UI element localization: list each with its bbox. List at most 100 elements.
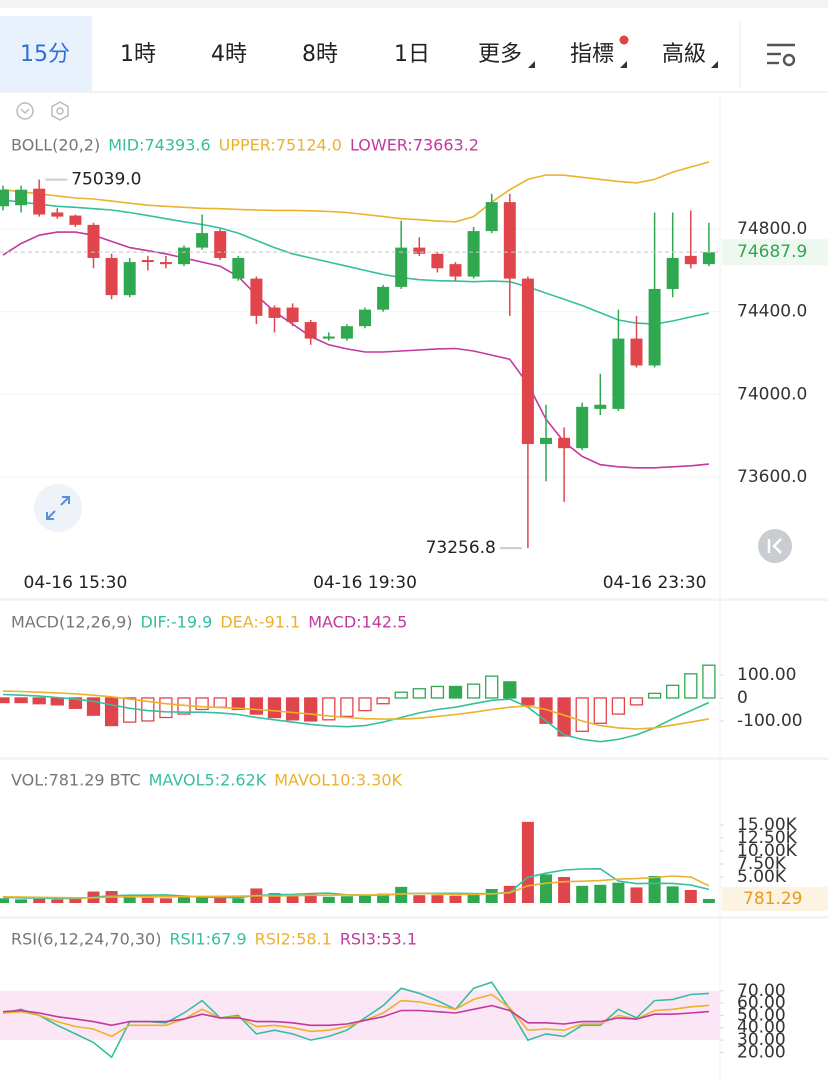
- volume-bar: [15, 899, 28, 903]
- candle-body: [395, 247, 408, 287]
- macd-bar: [448, 685, 463, 699]
- candle-body: [250, 278, 263, 316]
- legend-item: MAVOL10:3.30K: [274, 771, 402, 790]
- candle-body: [0, 189, 9, 207]
- tab[interactable]: 更多: [478, 42, 522, 67]
- candle-body: [196, 233, 209, 248]
- settings-hex-icon[interactable]: [51, 101, 69, 121]
- volume-bar: [51, 899, 64, 903]
- volume-bar: [377, 893, 390, 903]
- candle-body: [340, 326, 353, 339]
- last-volume-label: 781.29: [743, 889, 802, 909]
- volume-bar: [702, 898, 715, 903]
- expand-button[interactable]: [34, 484, 82, 532]
- macd-bar: [159, 697, 173, 719]
- volume-bar: [141, 897, 154, 903]
- volume-bar: [630, 887, 643, 903]
- toolbar: [0, 8, 828, 92]
- candle-body: [178, 247, 190, 265]
- macd-bar: [503, 681, 517, 699]
- macd-bar: [466, 683, 481, 699]
- legend-item: LOWER:73663.2: [350, 136, 479, 155]
- indicator-line: [2, 875, 710, 899]
- volume-bar: [322, 896, 335, 903]
- candle-body: [322, 336, 335, 339]
- candle-body: [413, 247, 426, 254]
- volume-bar: [69, 897, 82, 903]
- candle-body: [702, 252, 715, 265]
- macd-bar: [430, 685, 445, 699]
- legend-item: BOLL(20,2): [11, 136, 100, 155]
- candle-body: [630, 338, 643, 366]
- legend-item: DIF:-19.9: [141, 613, 213, 632]
- candle-body: [33, 188, 46, 215]
- volume-bar: [485, 888, 498, 903]
- panel-separator: [0, 598, 828, 601]
- settings-icon[interactable]: [767, 43, 796, 67]
- candle-body: [214, 231, 227, 258]
- tab[interactable]: 15分: [20, 42, 70, 67]
- tab[interactable]: 4時: [211, 42, 247, 67]
- tab[interactable]: 指標: [570, 42, 614, 67]
- macd-bar: [593, 697, 607, 724]
- candle-body: [359, 309, 371, 327]
- dropdown-caret: [620, 61, 627, 68]
- tab[interactable]: 高級: [662, 42, 706, 67]
- active-tab-bg: [0, 16, 92, 92]
- macd-bar: [231, 697, 245, 711]
- candle-body: [141, 260, 154, 263]
- volume-bar: [286, 894, 299, 903]
- macd-bar: [304, 697, 318, 722]
- tab[interactable]: 1時: [120, 42, 156, 67]
- indicator-line: [2, 690, 710, 730]
- macd-bar: [647, 692, 662, 699]
- scroll-latest-button[interactable]: [758, 529, 792, 563]
- legend-item: RSI2:58.1: [255, 930, 332, 949]
- volume-bar: [123, 895, 136, 903]
- macd-bar: [123, 697, 137, 723]
- candle-body: [576, 406, 589, 449]
- volume-bar: [431, 895, 444, 903]
- indicator-line: [2, 161, 710, 223]
- y-tick-label: 12.50K: [737, 828, 798, 848]
- macd-bar: [267, 697, 282, 719]
- y-tick-label: 73600.0: [737, 467, 807, 487]
- macd-bar: [249, 697, 264, 715]
- last-price-bg: [722, 239, 828, 266]
- panel-separator: [0, 757, 828, 760]
- candle-body: [540, 437, 552, 445]
- macd-bar: [611, 697, 626, 715]
- volume-bar: [449, 895, 462, 903]
- volume-bar: [196, 896, 209, 903]
- y-tick-label: 30.00: [737, 1030, 786, 1050]
- volume-bar: [268, 893, 281, 903]
- macd-bar: [666, 684, 680, 699]
- candle-body: [286, 307, 299, 323]
- volume-bar: [340, 896, 353, 903]
- candle-body: [431, 253, 444, 269]
- macd-bar: [485, 675, 499, 699]
- volume-bar: [467, 894, 480, 903]
- candle-body: [123, 262, 136, 296]
- macd-bar: [521, 697, 535, 706]
- tab[interactable]: 1日: [394, 42, 430, 67]
- tab[interactable]: 8時: [302, 42, 338, 67]
- macd-bar: [285, 697, 300, 721]
- y-tick-label: 74000.0: [737, 384, 807, 404]
- macd-bar: [50, 697, 64, 706]
- candle-body: [558, 437, 571, 449]
- macd-bar: [629, 697, 644, 706]
- macd-bar: [702, 664, 716, 699]
- collapse-icon[interactable]: [16, 102, 34, 120]
- volume-bar: [0, 898, 9, 903]
- last-volume-bg: [722, 886, 828, 911]
- macd-bar: [340, 697, 354, 718]
- y-tick-label: 60.00: [737, 993, 786, 1013]
- y-tick-label: 40.00: [737, 1018, 786, 1038]
- candle-body: [105, 257, 118, 296]
- macd-bar: [376, 697, 390, 705]
- y-tick-label: 20.00: [737, 1042, 786, 1062]
- macd-bar: [195, 697, 209, 711]
- dropdown-caret: [528, 61, 535, 68]
